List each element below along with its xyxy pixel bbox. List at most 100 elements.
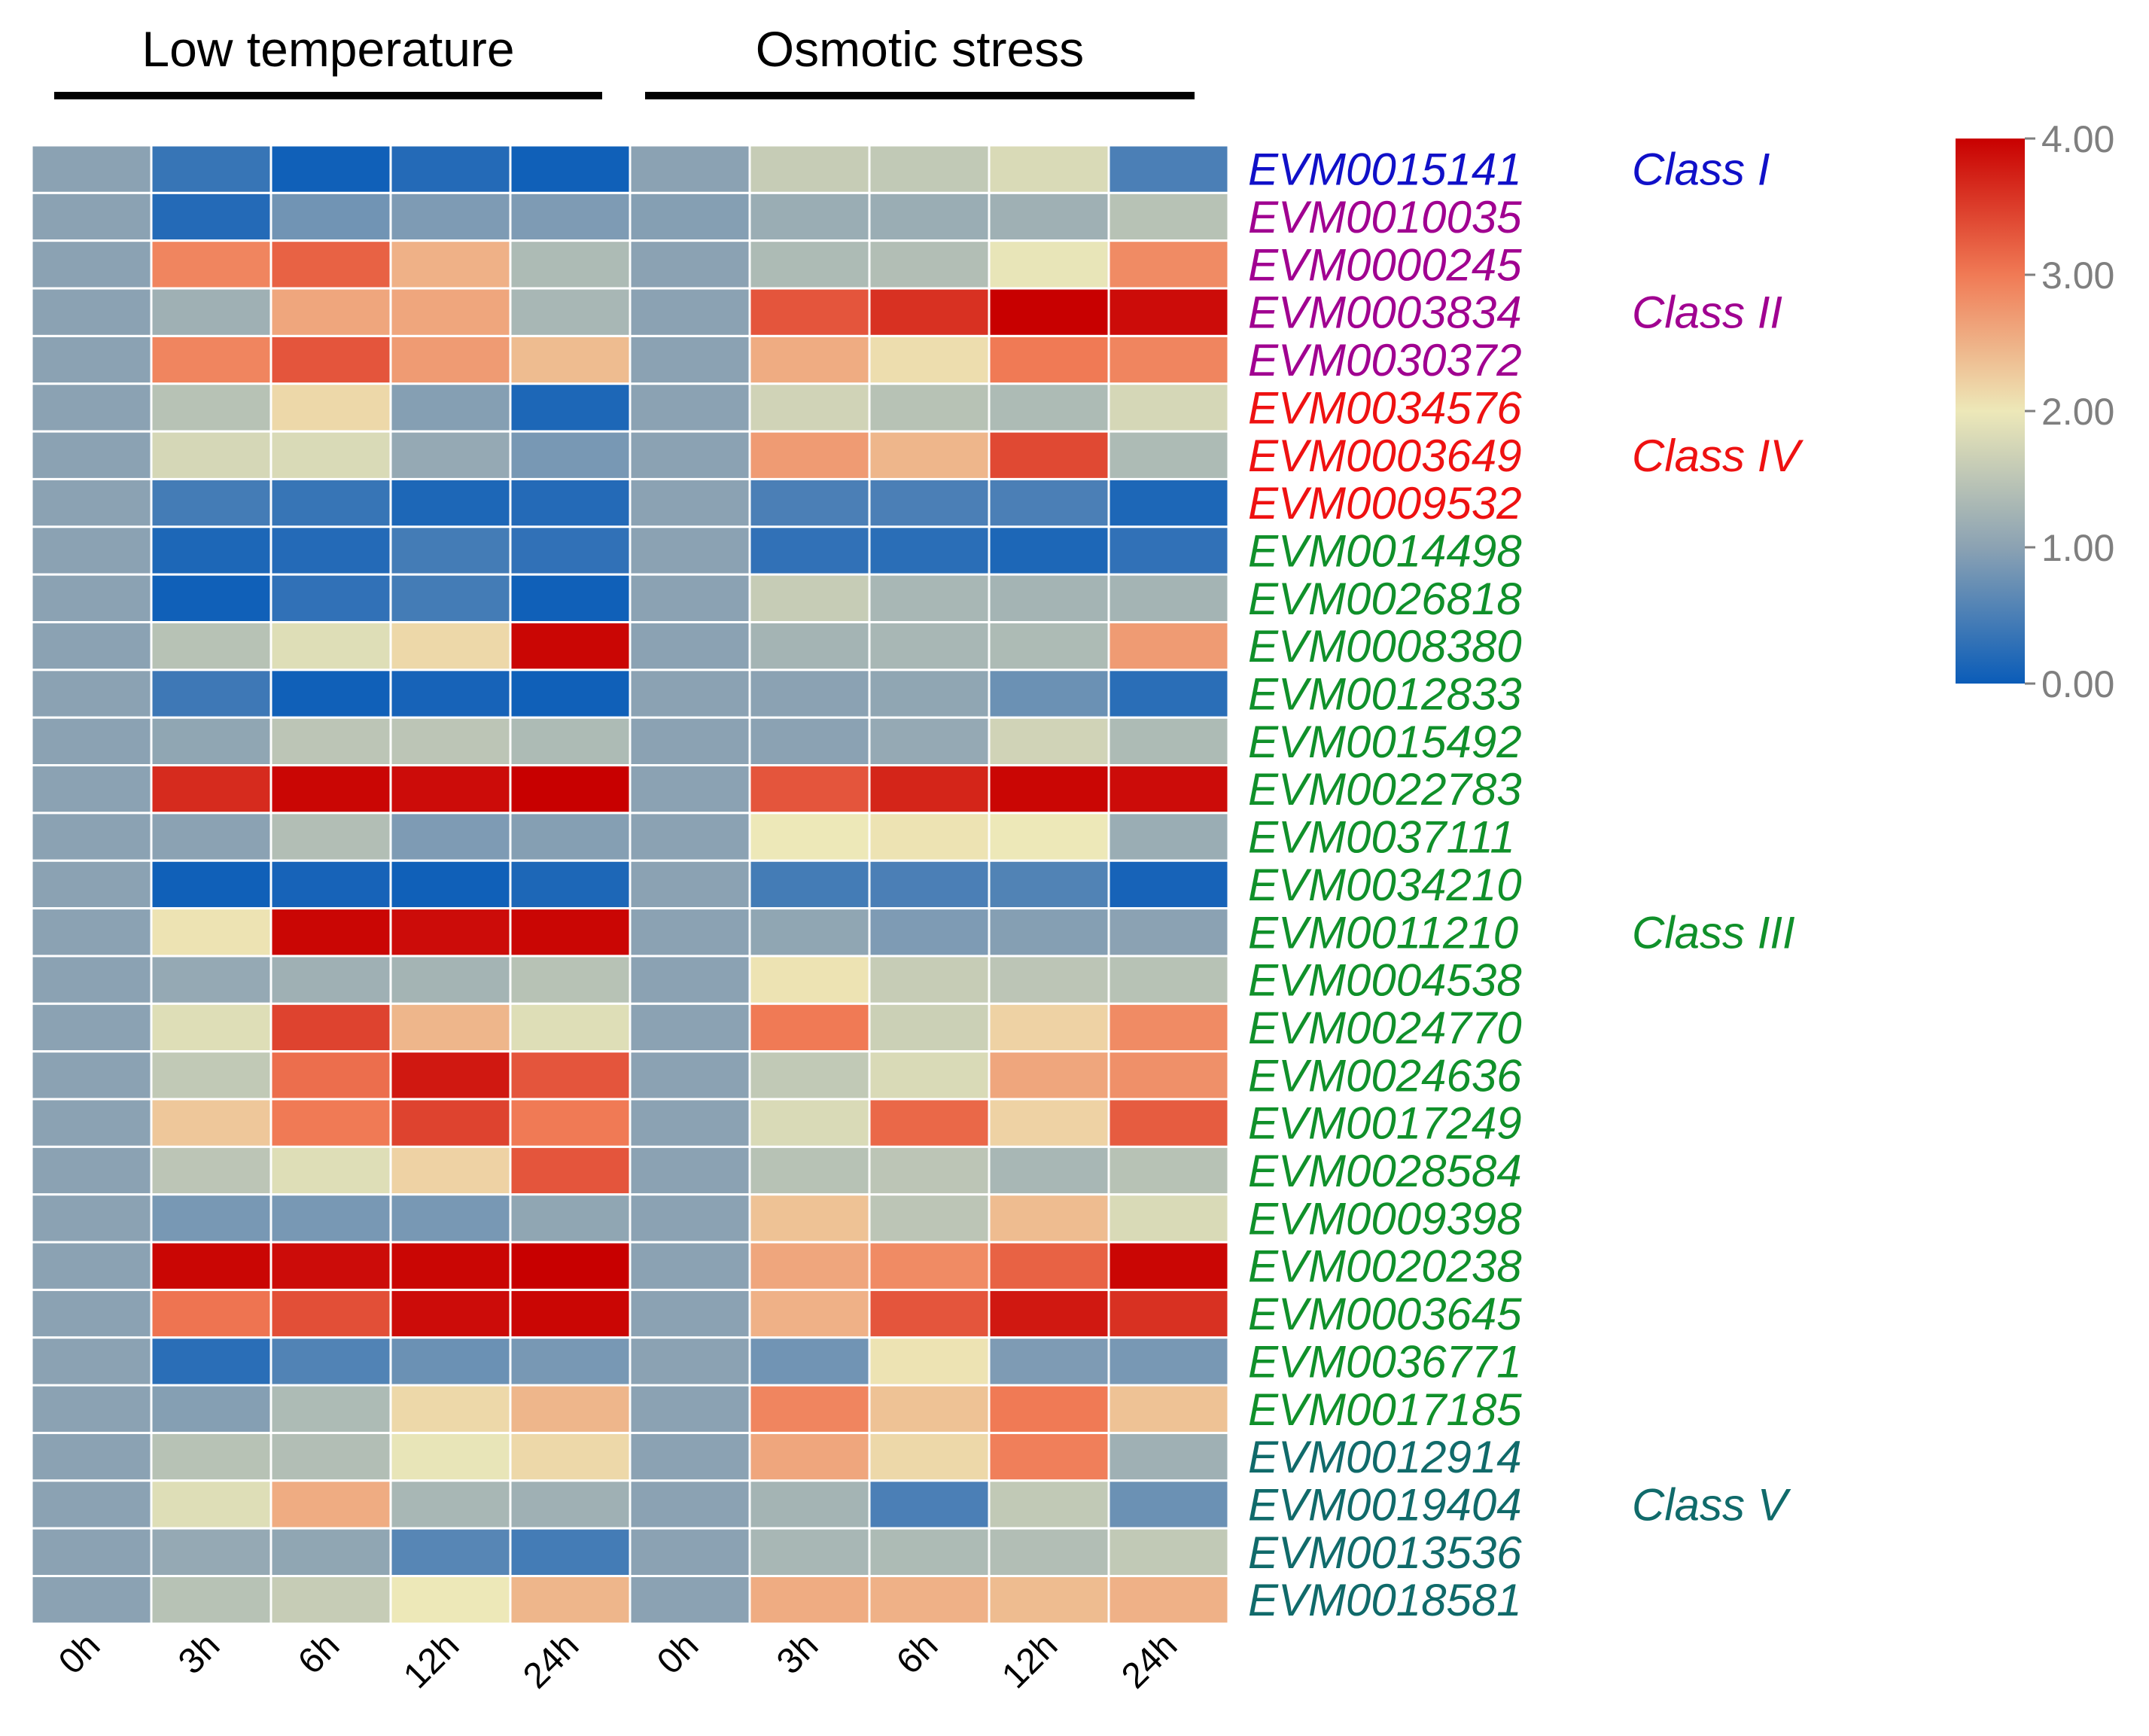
heatmap-cell bbox=[269, 334, 392, 385]
group-bracket-line bbox=[645, 92, 1195, 99]
heatmap-cell bbox=[629, 191, 751, 242]
x-axis-ticks: 0h 3h 6h 12h 24h 0h 3h 6h 12h 24h bbox=[51, 1625, 1185, 1696]
heatmap-cell bbox=[988, 191, 1110, 242]
heatmap-cell bbox=[269, 287, 392, 337]
heatmap-cell bbox=[868, 1384, 991, 1434]
heatmap-cell bbox=[509, 1336, 632, 1387]
heatmap-cell bbox=[1107, 1288, 1230, 1339]
heatmap-cell bbox=[988, 1575, 1110, 1625]
heatmap-cell bbox=[30, 955, 153, 1005]
heatmap-cell bbox=[988, 859, 1110, 910]
colorbar-tick-label: 1.00 bbox=[2041, 527, 2114, 569]
heatmap-cell bbox=[150, 239, 272, 290]
heatmap-cell bbox=[509, 573, 632, 624]
colorbar-gradient bbox=[1956, 139, 2025, 684]
heatmap-cell bbox=[150, 1288, 272, 1339]
heatmap-cell bbox=[868, 669, 991, 719]
heatmap-cell bbox=[748, 1336, 871, 1387]
heatmap-cell bbox=[30, 812, 153, 862]
heatmap-cell bbox=[748, 1288, 871, 1339]
heatmap-cell bbox=[150, 1098, 272, 1148]
heatmap-cell bbox=[629, 669, 751, 719]
heatmap-cell bbox=[629, 382, 751, 433]
group-bracket-line bbox=[54, 92, 602, 99]
heatmap-cell bbox=[1107, 1479, 1230, 1530]
heatmap-cell bbox=[629, 1527, 751, 1578]
heatmap-cell bbox=[1107, 144, 1230, 194]
gene-label: EVM0015492 bbox=[1248, 717, 1522, 767]
heatmap-cell bbox=[988, 1288, 1110, 1339]
heatmap-cell bbox=[1107, 1145, 1230, 1196]
gene-label: EVM0022783 bbox=[1248, 764, 1522, 815]
gene-label: EVM0028584 bbox=[1248, 1146, 1522, 1196]
heatmap-cell bbox=[389, 1479, 512, 1530]
heatmap-cell bbox=[389, 812, 512, 862]
colorbar-tick-label: 4.00 bbox=[2041, 118, 2114, 160]
heatmap-cell bbox=[389, 191, 512, 242]
heatmap-cell bbox=[748, 573, 871, 624]
heatmap-cell bbox=[1107, 621, 1230, 672]
heatmap-cell bbox=[389, 1527, 512, 1578]
heatmap-cell bbox=[1107, 1050, 1230, 1101]
heatmap-cell bbox=[30, 1336, 153, 1387]
heatmap-cell bbox=[269, 144, 392, 194]
heatmap-cells bbox=[30, 144, 1230, 1625]
heatmap-cell bbox=[389, 1050, 512, 1101]
heatmap-cell bbox=[269, 1527, 392, 1578]
heatmap-cell bbox=[868, 764, 991, 815]
heatmap-cell bbox=[988, 477, 1110, 528]
heatmap-cell bbox=[748, 239, 871, 290]
gene-label: EVM0014498 bbox=[1248, 525, 1522, 576]
heatmap-cell bbox=[868, 955, 991, 1005]
heatmap-cell bbox=[509, 477, 632, 528]
heatmap-cell bbox=[30, 1575, 153, 1625]
heatmap-cell bbox=[1107, 907, 1230, 958]
heatmap-cell bbox=[389, 525, 512, 576]
heatmap-cell bbox=[988, 573, 1110, 624]
heatmap-cell bbox=[748, 669, 871, 719]
heatmap-cell bbox=[988, 334, 1110, 385]
heatmap-cell bbox=[629, 477, 751, 528]
heatmap-cell bbox=[150, 1527, 272, 1578]
heatmap-cell bbox=[389, 621, 512, 672]
gene-label: EVM0003645 bbox=[1248, 1289, 1522, 1339]
class-label: Class IV bbox=[1632, 431, 1804, 481]
gene-label: EVM0018581 bbox=[1248, 1575, 1522, 1625]
x-tick-label: 3h bbox=[171, 1625, 227, 1682]
heatmap-cell bbox=[988, 1050, 1110, 1101]
heatmap-cell bbox=[868, 239, 991, 290]
gene-label: EVM0017249 bbox=[1248, 1098, 1522, 1149]
heatmap-cell bbox=[150, 955, 272, 1005]
heatmap-cell bbox=[748, 191, 871, 242]
heatmap-cell bbox=[150, 382, 272, 433]
heatmap-cell bbox=[269, 1288, 392, 1339]
heatmap-cell bbox=[629, 716, 751, 767]
heatmap-cell bbox=[509, 764, 632, 815]
heatmap-cell bbox=[1107, 573, 1230, 624]
heatmap-cell bbox=[269, 669, 392, 719]
heatmap-cell bbox=[389, 1193, 512, 1244]
x-tick-label: 0h bbox=[51, 1625, 108, 1682]
heatmap-cell bbox=[509, 1145, 632, 1196]
heatmap-cell bbox=[748, 859, 871, 910]
x-tick-label: 24h bbox=[516, 1625, 586, 1696]
x-tick-label: 6h bbox=[889, 1625, 945, 1682]
heatmap-cell bbox=[269, 239, 392, 290]
heatmap-cell bbox=[269, 859, 392, 910]
heatmap-cell bbox=[988, 1193, 1110, 1244]
gene-label: EVM0034210 bbox=[1248, 860, 1522, 910]
heatmap-cell bbox=[629, 239, 751, 290]
heatmap-cell bbox=[748, 1050, 871, 1101]
heatmap-cell bbox=[868, 334, 991, 385]
heatmap-cell bbox=[389, 859, 512, 910]
heatmap-cell bbox=[30, 1241, 153, 1291]
heatmap-cell bbox=[868, 525, 991, 576]
heatmap-cell bbox=[988, 907, 1110, 958]
heatmap-cell bbox=[30, 907, 153, 958]
heatmap-cell bbox=[30, 1527, 153, 1578]
heatmap-cell bbox=[868, 1241, 991, 1291]
heatmap-cell bbox=[748, 621, 871, 672]
heatmap-cell bbox=[1107, 287, 1230, 337]
gene-label: EVM0012833 bbox=[1248, 669, 1522, 720]
gene-label: EVM0030372 bbox=[1248, 335, 1522, 385]
